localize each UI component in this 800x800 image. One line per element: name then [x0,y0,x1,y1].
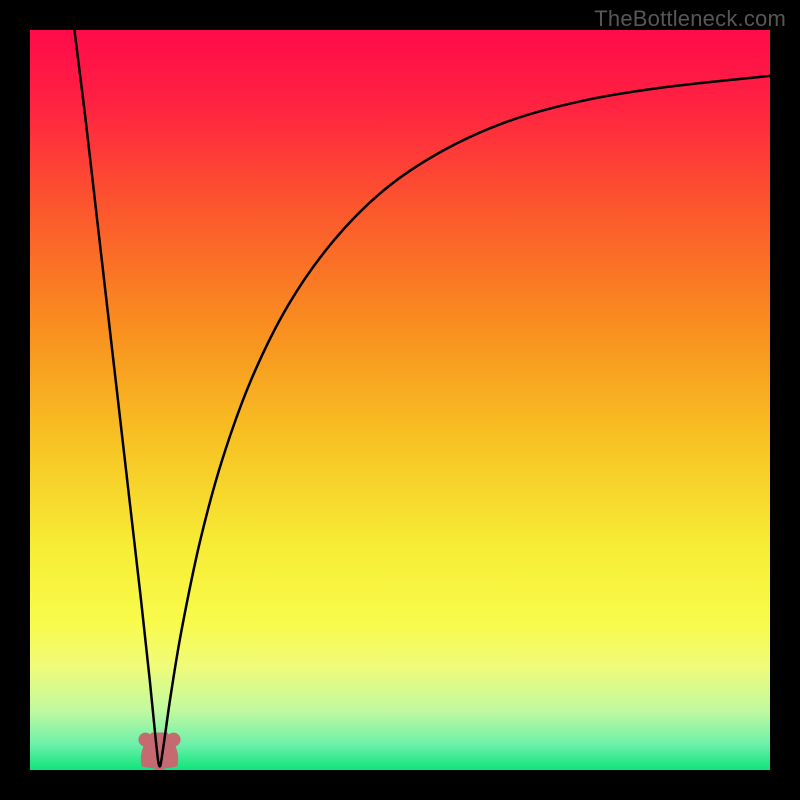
plot-area [30,30,770,770]
figure-container: TheBottleneck.com [0,0,800,800]
data-marker [139,733,152,746]
chart-svg [30,30,770,770]
data-marker [167,733,180,746]
gradient-background [30,30,770,770]
watermark-text: TheBottleneck.com [594,6,786,32]
